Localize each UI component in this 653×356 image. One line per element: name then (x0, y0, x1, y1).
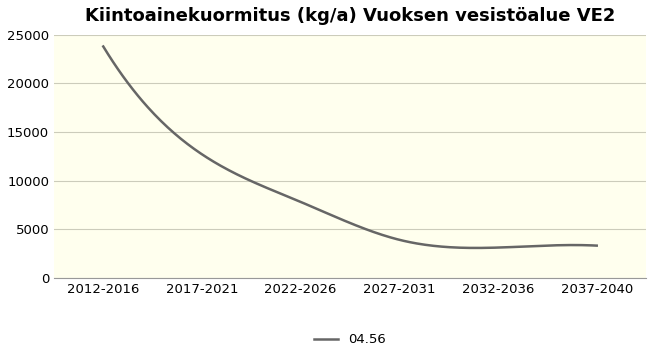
Title: Kiintoainekuormitus (kg/a) Vuoksen vesistöalue VE2: Kiintoainekuormitus (kg/a) Vuoksen vesis… (85, 7, 615, 25)
Legend: 04.56: 04.56 (309, 328, 391, 351)
